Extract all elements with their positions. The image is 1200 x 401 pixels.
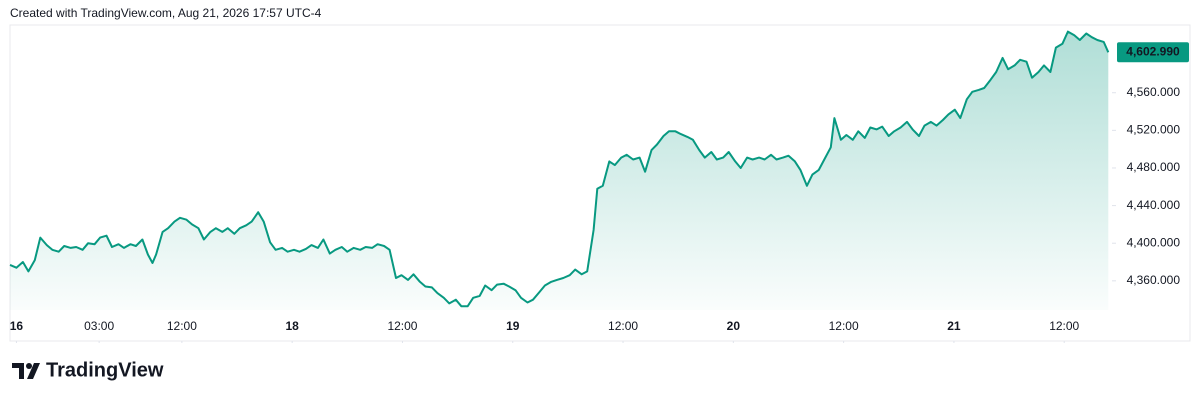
x-tick-label: 12:00: [167, 319, 197, 333]
x-tick-label: 03:00: [84, 319, 114, 333]
x-tick-label: 12:00: [387, 319, 417, 333]
header-text: Created with TradingView.com, Aug 21, 20…: [10, 6, 322, 20]
logo-shape: [12, 363, 24, 379]
logo-shape: [27, 363, 40, 379]
x-tick-label: 12:00: [608, 319, 638, 333]
logo-shape: [26, 363, 32, 369]
y-tick-label: 4,440.000: [1127, 198, 1181, 212]
y-tick-label: 4,480.000: [1127, 160, 1181, 174]
x-tick-label: 16: [10, 319, 24, 333]
last-price-label: 4,602.990: [1126, 44, 1180, 58]
x-tick-label: 12:00: [829, 319, 859, 333]
x-tick-label: 20: [727, 319, 741, 333]
y-tick-label: 4,360.000: [1127, 273, 1181, 287]
area-fill: [10, 31, 1109, 310]
y-tick-label: 4,520.000: [1127, 123, 1181, 137]
brand-logo: [12, 363, 40, 379]
brand-name: TradingView: [46, 359, 164, 381]
y-tick-label: 4,400.000: [1127, 235, 1181, 249]
price-line: [9, 30, 1110, 308]
x-tick-label: 12:00: [1049, 319, 1079, 333]
x-tick-label: 19: [506, 319, 520, 333]
chart-frame: [9, 24, 1191, 342]
last-price-box: [1117, 42, 1189, 63]
x-tick-label: 18: [285, 319, 299, 333]
x-tick-label: 21: [947, 319, 961, 333]
y-tick-label: 4,560.000: [1127, 85, 1181, 99]
